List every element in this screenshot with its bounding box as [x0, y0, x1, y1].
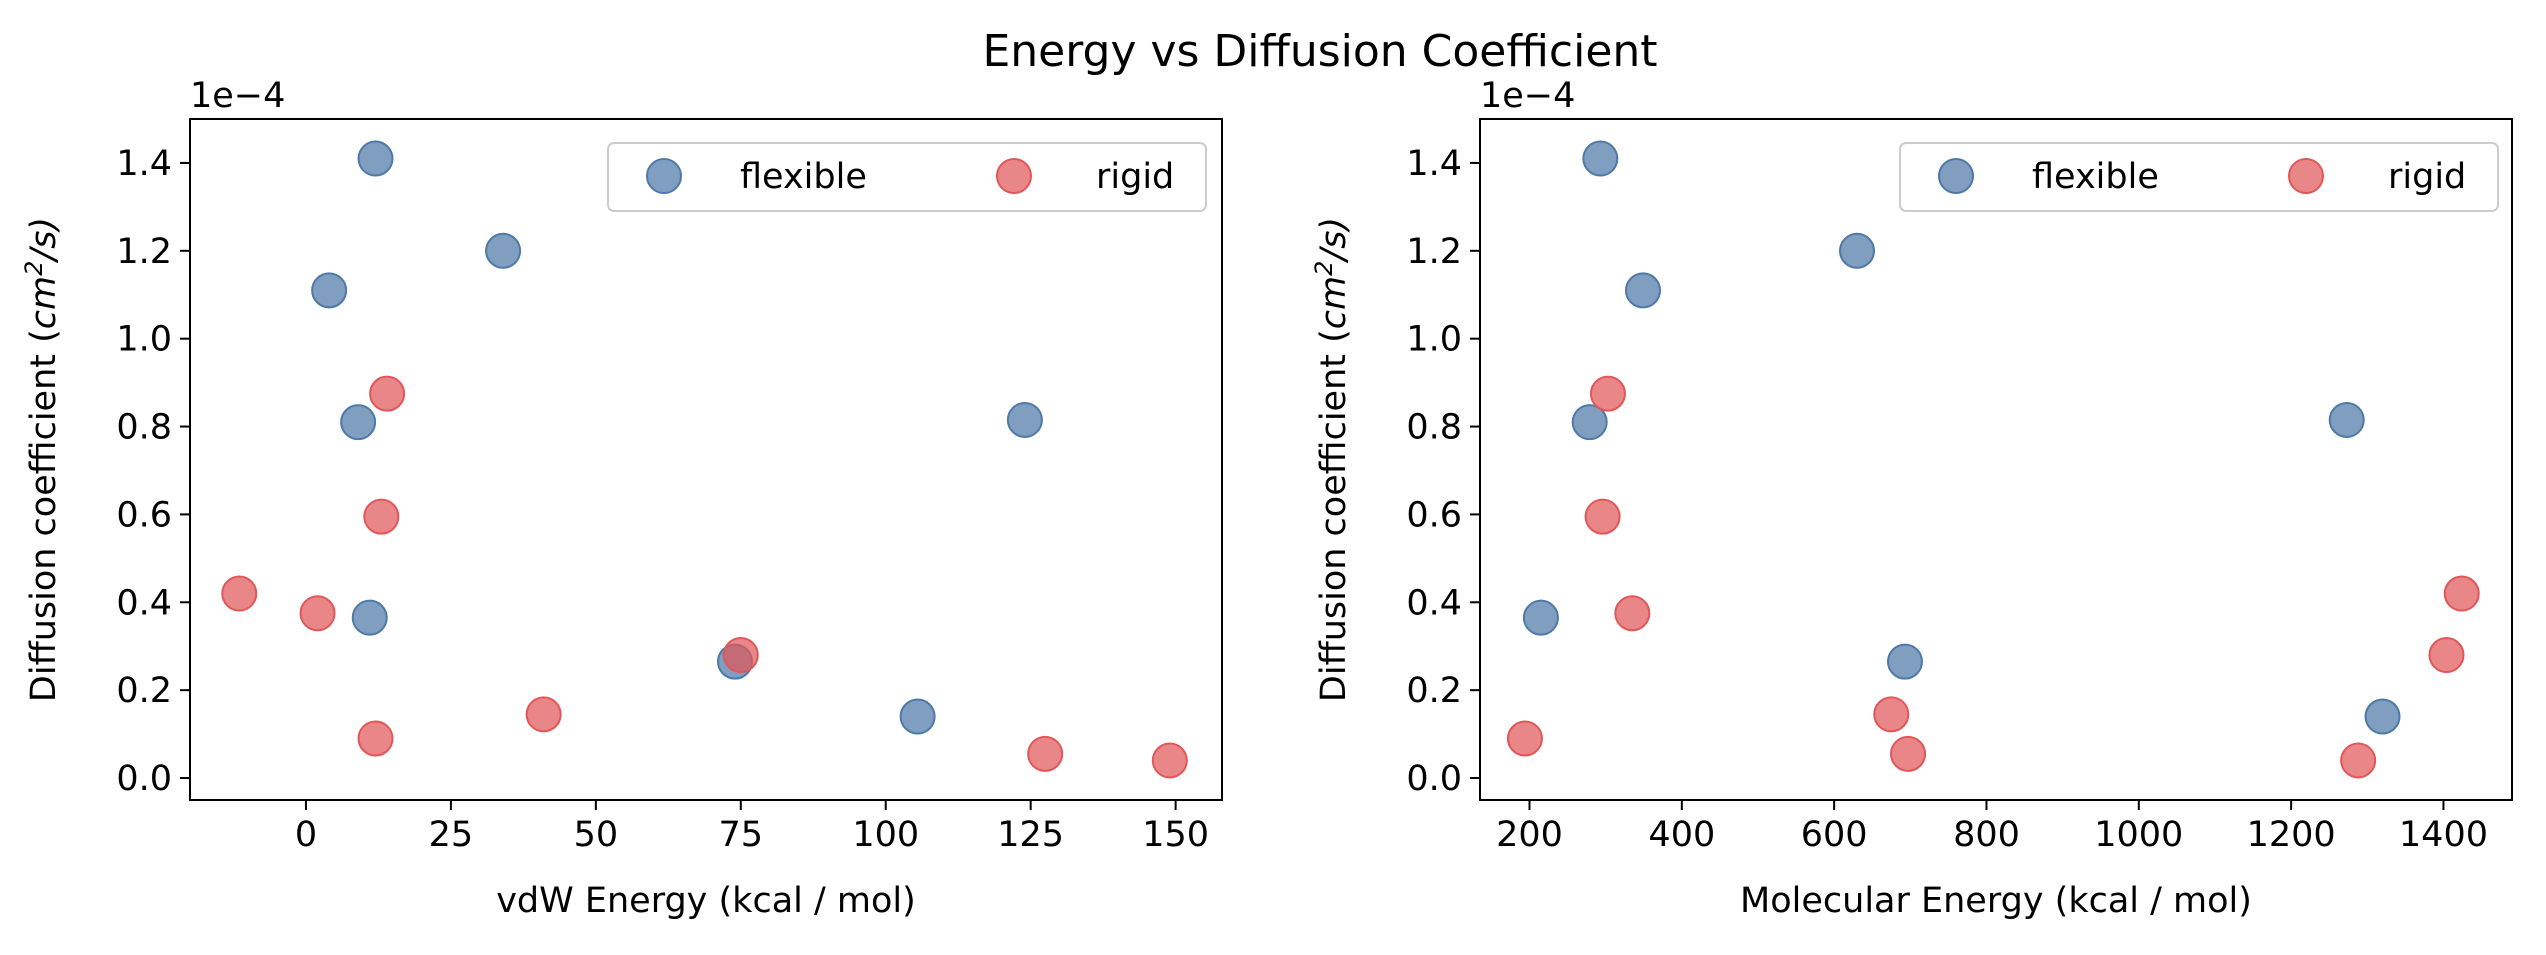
legend-marker-flexible — [646, 158, 682, 194]
legend-box — [607, 142, 1207, 212]
y-axis-label: Diffusion coefficient (cm2/s) — [1310, 217, 1354, 702]
scatter-point-flexible — [1006, 401, 1043, 438]
x-tick-label: 1400 — [2399, 815, 2488, 855]
legend-marker-rigid — [996, 158, 1032, 194]
y-tick-label: 1.0 — [1406, 320, 1462, 360]
scatter-point-rigid — [1589, 375, 1626, 412]
y-tick-label: 0.8 — [116, 408, 172, 448]
legend: flexible rigid — [607, 142, 1207, 212]
x-tick-label: 600 — [1801, 815, 1868, 855]
scatter-point-flexible — [351, 599, 388, 636]
scatter-point-rigid — [1614, 595, 1651, 632]
right-scatter-panel: 200 400 600 800 1000 1200 1400 0.0 0.2 0.4 0.6 0.8 1… — [1310, 76, 2513, 921]
legend-label-rigid: rigid — [1096, 157, 1174, 197]
legend-marker-rigid — [2288, 158, 2324, 194]
scatter-point-rigid — [1890, 735, 1927, 772]
legend: flexible rigid — [1899, 142, 2499, 212]
axes-frame — [189, 118, 1223, 801]
scatter-point-flexible — [311, 272, 348, 309]
y-tick-label: 1.4 — [1406, 144, 1462, 184]
scatter-point-flexible — [2364, 698, 2401, 735]
scatter-point-rigid — [1873, 696, 1910, 733]
x-axis-label: vdW Energy (kcal / mol) — [496, 881, 916, 921]
scatter-point-rigid — [722, 637, 759, 674]
x-tick-label: 200 — [1496, 815, 1563, 855]
scatter-point-flexible — [1571, 404, 1608, 441]
scatter-point-rigid — [1027, 735, 1064, 772]
legend-box — [1899, 142, 2499, 212]
legend-label-rigid: rigid — [2388, 157, 2466, 197]
y-offset-label: 1e−4 — [1480, 76, 1575, 116]
x-tick-label: 1000 — [2094, 815, 2183, 855]
scatter-point-flexible — [1582, 140, 1619, 177]
y-tick-label: 1.2 — [116, 232, 172, 272]
scatter-point-rigid — [299, 595, 336, 632]
scatter-point-flexible — [899, 698, 936, 735]
scatter-point-rigid — [525, 696, 562, 733]
legend-marker-flexible — [1938, 158, 1974, 194]
scatter-point-flexible — [1839, 232, 1876, 269]
figure-title: Energy vs Diffusion Coefficient — [982, 26, 1657, 77]
y-axis-label: Diffusion coefficient (cm2/s) — [20, 217, 64, 702]
legend-label-flexible: flexible — [2032, 157, 2159, 197]
legend-label-flexible: flexible — [740, 157, 867, 197]
x-tick-label: 150 — [1142, 815, 1209, 855]
y-offset-label: 1e−4 — [190, 76, 285, 116]
x-tick-label: 800 — [1953, 815, 2020, 855]
x-tick-label: 50 — [574, 815, 619, 855]
axes-frame — [1479, 118, 2513, 801]
y-tick-label: 0.2 — [116, 671, 172, 711]
scatter-point-flexible — [340, 404, 377, 441]
y-tick-label: 0.8 — [1406, 408, 1462, 448]
scatter-point-flexible — [1624, 272, 1661, 309]
scatter-point-rigid — [2443, 575, 2480, 612]
scatter-point-flexible — [2328, 401, 2365, 438]
scatter-point-flexible — [485, 232, 522, 269]
x-tick-label: 1200 — [2247, 815, 2336, 855]
y-tick-label: 0.4 — [116, 583, 172, 623]
x-tick-label: 400 — [1648, 815, 1715, 855]
scatter-point-rigid — [357, 720, 394, 757]
y-tick-label: 1.0 — [116, 320, 172, 360]
y-tick-label: 0.2 — [1406, 671, 1462, 711]
left-scatter-panel: 0 25 50 75 100 125 150 0.0 0.2 0.4 0.6 0.8 1.0 1.2 1.4… — [20, 76, 1223, 921]
scatter-point-rigid — [221, 575, 258, 612]
x-tick-label: 0 — [295, 815, 317, 855]
scatter-point-flexible — [357, 140, 394, 177]
scatter-point-rigid — [2428, 637, 2465, 674]
scatter-point-rigid — [369, 375, 406, 412]
y-tick-label: 0.4 — [1406, 583, 1462, 623]
y-tick-label: 0.6 — [1406, 495, 1462, 535]
scatter-point-rigid — [2340, 742, 2377, 779]
scatter-point-flexible — [1886, 643, 1923, 680]
scatter-point-rigid — [363, 498, 400, 535]
y-tick-label: 0.6 — [116, 495, 172, 535]
y-tick-label: 1.2 — [1406, 232, 1462, 272]
x-tick-label: 100 — [852, 815, 919, 855]
x-axis-label: Molecular Energy (kcal / mol) — [1740, 881, 2252, 921]
scatter-point-rigid — [1151, 742, 1188, 779]
scatter-point-rigid — [1584, 498, 1621, 535]
x-tick-label: 75 — [719, 815, 764, 855]
y-tick-label: 0.0 — [116, 759, 172, 799]
x-tick-label: 25 — [429, 815, 474, 855]
y-tick-label: 0.0 — [1406, 759, 1462, 799]
scatter-point-rigid — [1506, 720, 1543, 757]
scatter-point-flexible — [1522, 599, 1559, 636]
y-tick-label: 1.4 — [116, 144, 172, 184]
x-tick-label: 125 — [997, 815, 1064, 855]
